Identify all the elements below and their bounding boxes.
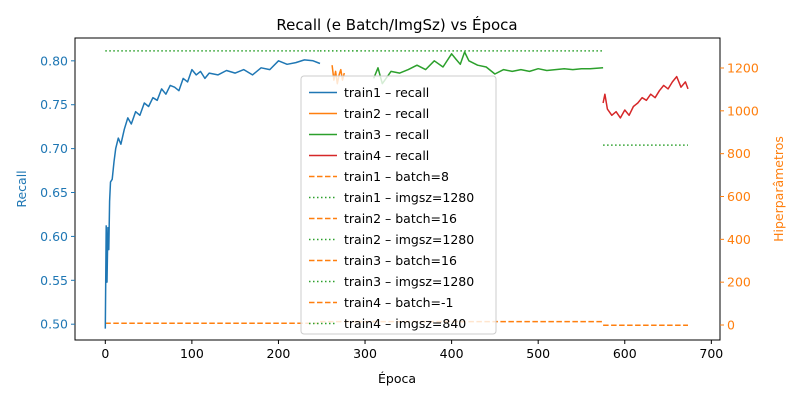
y-tick-label: 0.60 [40, 229, 68, 244]
legend-label: train1 – recall [344, 85, 429, 100]
x-tick-label: 600 [613, 346, 637, 361]
legend-label: train2 – batch=16 [344, 211, 457, 226]
y-tick-label: 0.70 [40, 141, 68, 156]
recall-series-line [602, 75, 689, 119]
y-tick-label: 0.65 [40, 185, 68, 200]
y2-tick-label: 1200 [727, 60, 759, 75]
x-tick-label: 300 [353, 346, 377, 361]
x-axis-label: Época [378, 371, 416, 386]
chart-title: Recall (e Batch/ImgSz) vs Época [276, 15, 517, 34]
y-axis-label: Recall [14, 170, 29, 207]
legend-label: train2 – imgsz=1280 [344, 232, 474, 247]
legend: train1 – recall train2 – recall train3 – r… [300, 75, 497, 335]
y-tick-label: 0.75 [40, 97, 68, 112]
y-tick-label: 0.50 [40, 317, 68, 332]
y2-tick-label: 600 [727, 189, 751, 204]
legend-label: train4 – batch=-1 [344, 295, 453, 310]
recall-lines [104, 51, 689, 329]
legend-box [300, 75, 497, 335]
recall-series-line [104, 59, 321, 329]
y-axis-right: 0 200 400 600 800 1000 1200 [720, 60, 759, 333]
x-tick-label: 100 [180, 346, 204, 361]
legend-label: train3 – imgsz=1280 [344, 274, 474, 289]
y2-tick-label: 800 [727, 146, 751, 161]
y-tick-label: 0.80 [40, 53, 68, 68]
x-tick-label: 400 [440, 346, 464, 361]
y2-tick-label: 400 [727, 232, 751, 247]
y-tick-label: 0.55 [40, 273, 68, 288]
legend-label: train1 – imgsz=1280 [344, 190, 474, 205]
legend-label: train1 – batch=8 [344, 169, 449, 184]
x-tick-label: 0 [101, 346, 109, 361]
y2-axis-label: Hiperparâmetros [771, 136, 786, 242]
plot-frame [74, 37, 721, 341]
y2-tick-label: 0 [727, 318, 735, 333]
y2-tick-label: 1000 [727, 103, 759, 118]
legend-label: train3 – recall [344, 127, 429, 142]
x-axis: 0 100 200 300 400 500 600 700 [101, 340, 723, 361]
y-axis-left: 0.50 0.55 0.60 0.65 0.70 0.75 0.80 [40, 53, 75, 332]
y2-tick-label: 200 [727, 275, 751, 290]
x-tick-label: 200 [267, 346, 291, 361]
legend-label: train3 – batch=16 [344, 253, 457, 268]
legend-label: train2 – recall [344, 106, 429, 121]
recall-series-line [373, 51, 604, 85]
x-tick-label: 700 [699, 346, 723, 361]
legend-label: train4 – imgsz=840 [344, 316, 466, 331]
legend-label: train4 – recall [344, 148, 429, 163]
x-tick-label: 500 [526, 346, 550, 361]
